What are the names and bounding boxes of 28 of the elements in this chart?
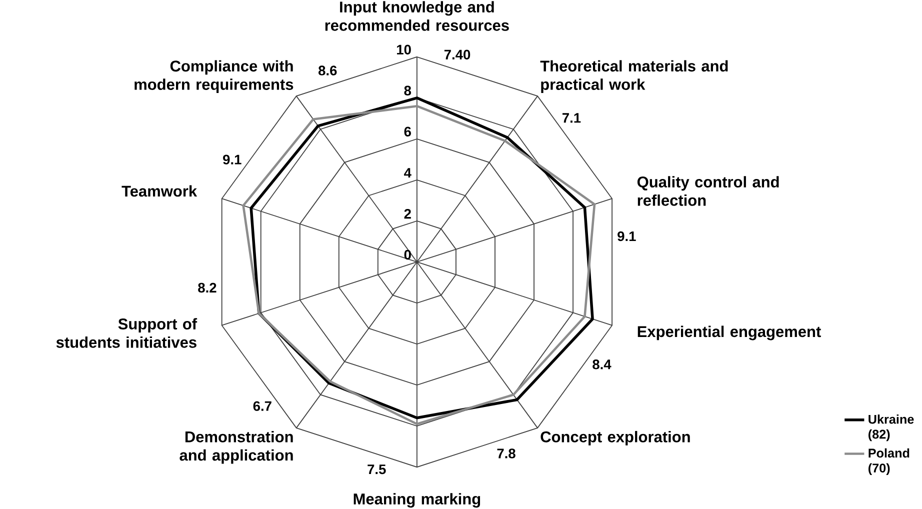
spoke-label: Compliance with modern requirements xyxy=(134,60,294,94)
text: 8.2 xyxy=(198,282,216,293)
y-tick-label: 6 xyxy=(404,126,411,137)
text: 7.1 xyxy=(562,113,581,123)
y-tick-label: 8 xyxy=(404,86,412,96)
text: 7.5 xyxy=(368,464,386,474)
spoke-label: Experiential engagement xyxy=(638,326,821,340)
spoke-label: Meaning marking xyxy=(354,493,480,508)
text: 8.6 xyxy=(318,66,337,76)
y-tick-label: 0 xyxy=(404,250,411,260)
y-tick-label: 10 xyxy=(397,44,411,55)
y-tick-label: 2 xyxy=(404,209,411,219)
legend-label: Ukraine (82) xyxy=(868,414,914,442)
spoke-label: Concept exploration xyxy=(540,431,690,446)
spoke-label: Theoretical materials and practical work xyxy=(540,60,728,94)
text: 9.1 xyxy=(223,154,242,165)
text: 6.7 xyxy=(253,401,272,412)
spoke-label: Teamwork xyxy=(122,185,198,197)
text: 9.1 xyxy=(618,231,636,242)
legend-label: Poland (70) xyxy=(868,448,910,476)
spoke-label: Quality control and reflection xyxy=(637,176,779,206)
spoke-label: Support of students initiatives xyxy=(56,318,198,348)
text: 7.8 xyxy=(497,448,516,458)
spoke-label: Demonstration and application xyxy=(180,431,293,464)
y-tick-label: 4 xyxy=(404,168,412,178)
spoke-label: Input knowledge and recommended resources xyxy=(325,1,509,32)
text: 7.40 xyxy=(444,50,470,60)
text: 8.4 xyxy=(592,360,612,370)
